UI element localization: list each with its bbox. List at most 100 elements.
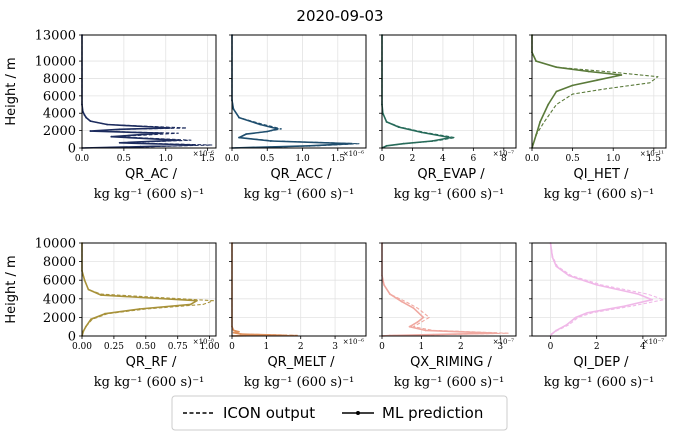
- series-ml-prediction: [231, 35, 353, 149]
- x-axis-unit-label: kg kg⁻¹ (600 s)⁻¹: [394, 375, 505, 390]
- y-tick-label: 8000: [43, 255, 76, 270]
- x-tick-label: 0: [379, 154, 385, 164]
- data-point: [189, 303, 192, 306]
- data-point: [169, 127, 171, 129]
- x-exponent-label: ×10⁻⁸: [193, 338, 214, 346]
- x-exponent-label: ×10⁻⁷: [493, 150, 514, 158]
- panel-qr-acc: 0.0 0.5 1.0 1.5×10⁻⁶ QR_ACC / kg kg⁻¹ (600 s)…: [225, 34, 367, 202]
- x-axis-label: QI_DEP /: [573, 355, 629, 370]
- series-ml-prediction: [381, 35, 452, 149]
- data-point: [623, 305, 626, 308]
- y-tick-label: 6000: [43, 274, 76, 289]
- y-tick-label: 10000: [35, 55, 76, 70]
- data-point: [83, 279, 86, 282]
- series-icon-output: [81, 243, 214, 337]
- x-axis-label: QR_AC /: [125, 167, 178, 182]
- x-exponent-label: ×10⁻⁷: [643, 338, 664, 346]
- data-point: [195, 299, 198, 302]
- x-axis-unit-label: kg kg⁻¹ (600 s)⁻¹: [244, 375, 355, 390]
- data-point: [412, 307, 415, 309]
- data-point: [139, 145, 142, 148]
- x-axis-unit-label: kg kg⁻¹ (600 s)⁻¹: [394, 187, 505, 202]
- data-point: [388, 293, 391, 296]
- axes-frame: [81, 242, 217, 337]
- series-ml-prediction: [549, 242, 653, 337]
- data-point: [269, 140, 272, 142]
- series-icon-output: [231, 243, 298, 337]
- data-point: [383, 283, 385, 286]
- x-tick-label: 1.5: [200, 154, 215, 164]
- x-exponent-label: ×10⁻⁶: [193, 150, 214, 158]
- data-point: [84, 325, 87, 328]
- data-point: [238, 136, 240, 139]
- x-axis-unit-label: kg kg⁻¹ (600 s)⁻¹: [94, 187, 205, 202]
- x-tick-label: 0.00: [72, 342, 92, 352]
- data-point: [539, 121, 542, 123]
- legend-entry-ml-prediction: ML prediction: [382, 404, 483, 422]
- data-point: [587, 70, 590, 73]
- x-tick-label: 2: [458, 342, 464, 352]
- data-point: [104, 312, 106, 315]
- y-tick-label: 13000: [35, 29, 76, 44]
- data-point: [237, 330, 240, 333]
- data-point: [449, 136, 452, 139]
- data-point: [586, 311, 589, 314]
- series-icon-output: [549, 242, 665, 337]
- axes-frame: [81, 34, 217, 149]
- x-tick-label: 1.0: [159, 154, 174, 164]
- data-point: [160, 132, 163, 135]
- data-point: [232, 331, 235, 334]
- y-tick-label: 0: [68, 142, 76, 157]
- x-tick-label: 0.25: [104, 342, 124, 352]
- data-point: [238, 116, 240, 119]
- x-tick-label: 0.0: [525, 154, 540, 164]
- x-tick-label: 1.0: [606, 154, 621, 164]
- x-tick-label: 1: [263, 342, 269, 352]
- x-tick-label: 0: [229, 342, 235, 352]
- data-point: [596, 79, 598, 82]
- x-tick-label: 4: [640, 342, 646, 352]
- x-tick-label: 8: [501, 154, 507, 164]
- axes-frame: [231, 34, 367, 149]
- data-point: [535, 60, 537, 62]
- x-axis-label: QR_EVAP /: [417, 167, 485, 182]
- data-point: [420, 131, 423, 134]
- data-point: [85, 116, 88, 119]
- data-point: [547, 103, 550, 106]
- data-point: [89, 130, 92, 132]
- y-tick-label: 0: [68, 330, 76, 345]
- panel-qr-evap: 0 2 4 6 8×10⁻⁷ QR_EVAP / kg kg⁻¹ (600 s)⁻¹: [379, 34, 517, 202]
- data-point: [422, 316, 425, 319]
- x-tick-label: 1.5: [647, 154, 662, 164]
- x-tick-label: 0.75: [168, 342, 188, 352]
- legend-dot-icon: [356, 411, 360, 415]
- panel-qr-rf: 0.00 0.25 0.50 0.75 1.00×10⁻⁸ 0 2000 4000 6000 80…: [4, 237, 220, 391]
- axes-frame: [231, 242, 367, 337]
- x-tick-label: 1.5: [331, 154, 346, 164]
- series-ml-prediction: [81, 243, 198, 337]
- data-point: [555, 66, 558, 69]
- legend: ICON output ML prediction: [171, 395, 508, 431]
- data-point: [239, 333, 242, 336]
- x-axis-label: QI_HET /: [573, 167, 629, 182]
- data-point: [89, 120, 92, 122]
- data-point: [308, 144, 311, 147]
- data-point: [637, 293, 640, 296]
- y-tick-label: 10000: [35, 237, 76, 252]
- y-tick-label: 2000: [43, 311, 76, 326]
- data-point: [90, 318, 92, 321]
- data-point: [568, 274, 570, 277]
- x-tick-label: 0.5: [565, 154, 580, 164]
- x-tick-label: 0: [379, 342, 385, 352]
- axes-frame: [531, 34, 667, 149]
- series-ml-prediction: [81, 35, 196, 149]
- x-exponent-label: ×10⁻⁶: [343, 338, 364, 346]
- y-tick-label: 2000: [43, 124, 76, 139]
- series-icon-output: [231, 35, 360, 149]
- figure-title: 2020-09-03: [296, 7, 383, 25]
- data-point: [245, 133, 248, 135]
- data-point: [431, 140, 434, 142]
- data-point: [550, 333, 553, 336]
- x-axis-unit-label: kg kg⁻¹ (600 s)⁻¹: [544, 187, 655, 202]
